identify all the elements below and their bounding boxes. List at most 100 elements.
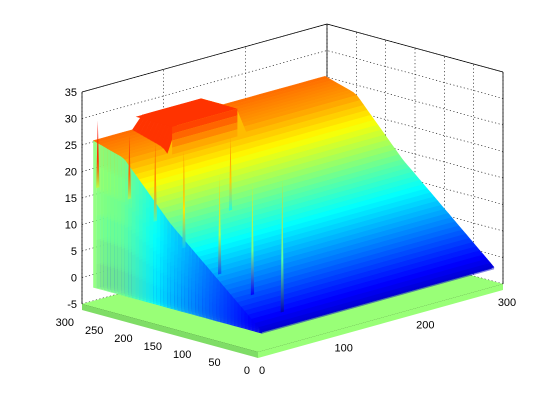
surface-skirt [262,268,495,333]
surface-side [107,148,111,293]
axis-edge-4 [326,23,504,73]
surface-front-face [259,267,492,332]
surface-side [202,261,206,319]
surface-side [93,140,97,289]
y-tick-label: 50 [208,357,220,369]
surface-plot [82,75,503,358]
surface-side [114,152,118,295]
spike-peak [228,136,233,211]
surface-side [212,273,217,322]
y-tick-label: 0 [244,365,250,377]
surface-front-face [259,264,492,330]
surface-front-face [259,266,492,332]
surface-side [255,323,259,333]
axis-tick-labels: -5 0 5 10 15 20 25 30 35 0 100 200 300 0 50 100 150 200 25… [56,87,517,377]
surface-side [153,199,157,305]
plateau-top [135,98,238,127]
surface-side [167,219,171,309]
surface-skirt [262,268,495,334]
z-tick-label: 30 [65,114,77,126]
surface-side [219,281,224,324]
x-tick-label: 300 [498,297,516,309]
surface-side [209,269,213,321]
surface-spikes [96,120,284,313]
spike-peak [153,143,157,222]
spike-peak [218,176,222,275]
z-tick-label: 5 [71,246,77,258]
surface-side [174,228,178,311]
surface-side [142,184,146,302]
surface-front-face [259,268,492,333]
y-tick-label: 200 [114,333,132,345]
surface-side [181,236,185,313]
surface-side [160,209,164,307]
surface-skirt [262,268,495,334]
surface-skirt [262,267,495,333]
axis-edge-3 [81,23,328,93]
surface-side [191,248,196,316]
z-tick-label: 10 [65,220,77,232]
x-tick-label: 200 [416,320,434,332]
surface-side [156,204,161,306]
z-tick-label: 35 [65,87,77,99]
surface-side [124,159,129,298]
surface-front-face [259,264,492,330]
surface-side [188,244,192,315]
z-tick-label: 0 [71,273,77,285]
surface-side [100,144,104,291]
z-tick-label: 20 [65,167,77,179]
surface-side [170,223,175,310]
surface-side [234,298,238,327]
x-tick-label: 0 [259,365,265,377]
spike-peak [280,179,284,313]
z-tick-label: 15 [65,193,77,205]
plateau-front-wall [172,108,238,134]
surface-side [195,252,199,317]
surface-side [227,290,231,325]
surface-side [117,154,122,296]
z-tick-label: 25 [65,140,77,152]
surface-side [230,294,234,326]
plateau-front-wall [172,115,238,141]
z-tick-label: -5 [67,299,77,311]
spike-peak [96,120,100,189]
surface-side [131,169,136,300]
floor-front-edge [258,284,503,358]
surface-side [244,310,249,330]
surface-side [241,306,245,329]
plateau-front-wall [172,129,238,155]
surface-front-face [259,265,492,331]
surface-side [198,257,203,318]
y-tick-label: 250 [85,325,103,337]
surface-side [251,319,256,332]
surface-side [248,315,252,331]
spike-peak [127,135,132,200]
surface-side [177,232,182,312]
y-tick-label: 150 [144,341,162,353]
y-tick-label: 300 [56,317,74,329]
surface-side [149,194,154,304]
plateau-front-wall [172,122,238,148]
surface-side [163,214,168,308]
spike-peak [250,183,255,296]
surface-side [216,277,220,323]
x-tick-label: 100 [334,342,352,354]
surface-side [110,150,115,294]
surface-side [237,302,242,328]
surface-side [184,240,189,314]
surface-front-face [259,267,492,333]
surface-side [139,179,143,301]
floor-side-edge [82,304,258,358]
surface-side [223,286,227,324]
surface-side [121,156,125,297]
y-tick-label: 100 [173,349,191,361]
surface-side [205,265,210,320]
spike-peak [182,151,186,249]
surface-side [146,189,150,303]
z-gridline-8 [81,23,504,93]
surface-front-face [259,266,492,331]
surface-side [135,174,139,300]
surface-side [103,146,108,292]
